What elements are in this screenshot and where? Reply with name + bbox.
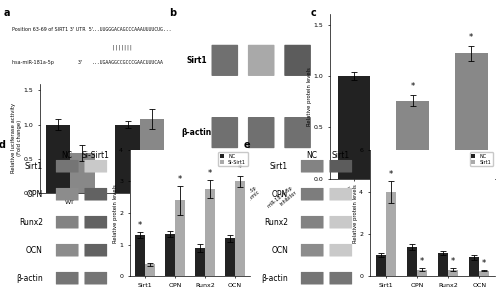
Text: *: * [138, 221, 142, 230]
Text: c: c [310, 8, 316, 18]
Bar [140, 119, 164, 193]
FancyBboxPatch shape [84, 216, 107, 228]
Bar [46, 124, 70, 193]
Text: *: * [410, 82, 414, 91]
Text: Si-Sirt1: Si-Sirt1 [82, 151, 110, 160]
Text: e: e [244, 140, 250, 150]
Text: NC: NC [62, 151, 72, 160]
Bar [455, 53, 488, 179]
Text: OCN: OCN [26, 246, 43, 255]
Bar [196, 248, 205, 276]
Text: *: * [208, 169, 212, 178]
FancyBboxPatch shape [56, 272, 78, 285]
Bar [376, 255, 386, 276]
Text: β-actin: β-actin [182, 128, 212, 137]
Bar [166, 234, 175, 276]
Bar [226, 238, 235, 276]
Text: β-actin: β-actin [261, 274, 288, 283]
Text: |||||||: ||||||| [92, 45, 132, 50]
Text: hsa-miR-181a-5p                3': hsa-miR-181a-5p 3' [12, 60, 82, 65]
Bar [448, 270, 458, 276]
FancyBboxPatch shape [301, 216, 324, 228]
FancyBboxPatch shape [330, 188, 352, 200]
Bar [175, 200, 184, 276]
Text: Sirt1: Sirt1 [25, 162, 43, 171]
Bar [438, 253, 448, 276]
Y-axis label: Relative protein levels: Relative protein levels [112, 184, 117, 242]
FancyBboxPatch shape [330, 244, 352, 257]
FancyBboxPatch shape [284, 45, 311, 76]
FancyBboxPatch shape [56, 188, 78, 200]
Legend: NC, Sirt1: NC, Sirt1 [470, 152, 492, 166]
FancyBboxPatch shape [284, 117, 311, 148]
Text: NC: NC [306, 151, 318, 160]
Text: OPN: OPN [27, 190, 43, 199]
Text: b: b [169, 8, 176, 18]
Text: Sirt1: Sirt1 [270, 162, 288, 171]
Bar [136, 235, 145, 276]
Text: OCN: OCN [271, 246, 288, 255]
Text: *: * [451, 257, 455, 266]
Text: NC: NC [216, 185, 225, 194]
Text: *: * [469, 33, 474, 42]
FancyBboxPatch shape [330, 272, 352, 285]
Text: β-actin: β-actin [16, 274, 43, 283]
Text: *: * [482, 259, 486, 268]
FancyBboxPatch shape [301, 160, 324, 173]
FancyBboxPatch shape [212, 45, 238, 76]
Bar [235, 181, 244, 276]
FancyBboxPatch shape [248, 45, 274, 76]
Bar [338, 76, 370, 179]
Text: Sirt1: Sirt1 [332, 151, 350, 160]
Text: OPN: OPN [272, 190, 288, 199]
Bar [205, 190, 214, 276]
Bar [145, 264, 154, 276]
Y-axis label: Relative luciferase activity
(Fold change): Relative luciferase activity (Fold chang… [11, 103, 22, 173]
Bar [470, 257, 480, 276]
FancyBboxPatch shape [301, 272, 324, 285]
Text: a: a [3, 8, 10, 18]
FancyBboxPatch shape [84, 188, 107, 200]
FancyBboxPatch shape [84, 160, 107, 173]
Text: *: * [388, 170, 393, 179]
Bar [70, 153, 94, 193]
Text: miR-181a-5p
inhibitor: miR-181a-5p inhibitor [266, 185, 298, 214]
FancyBboxPatch shape [330, 216, 352, 228]
Text: *: * [178, 175, 182, 184]
Y-axis label: Relative protein levels: Relative protein levels [352, 184, 358, 242]
FancyBboxPatch shape [301, 188, 324, 200]
Text: *: * [238, 164, 242, 173]
Text: ...UGAAGGCCGCCCGAACUUUCAA: ...UGAAGGCCGCCCGAACUUUCAA [92, 60, 164, 65]
Bar [417, 270, 427, 276]
FancyBboxPatch shape [84, 244, 107, 257]
Text: Sirt1: Sirt1 [186, 56, 207, 65]
FancyBboxPatch shape [301, 244, 324, 257]
Text: Runx2: Runx2 [19, 218, 43, 227]
FancyBboxPatch shape [84, 272, 107, 285]
FancyBboxPatch shape [330, 160, 352, 173]
FancyBboxPatch shape [212, 117, 238, 148]
Bar [386, 192, 396, 276]
FancyBboxPatch shape [56, 160, 78, 173]
Text: *: * [420, 257, 424, 266]
Text: ...UUGGGACAGCCCAAAUUUUCUG...: ...UUGGGACAGCCCAAAUUUUCUG... [92, 27, 172, 32]
FancyBboxPatch shape [56, 216, 78, 228]
Bar [396, 101, 428, 179]
FancyBboxPatch shape [248, 117, 274, 148]
Text: d: d [0, 140, 6, 150]
Bar [407, 247, 417, 276]
Text: Runx2: Runx2 [264, 218, 288, 227]
Legend: NC, Si-Sirt1: NC, Si-Sirt1 [218, 152, 248, 166]
Legend: miR-181a-5p mimic NC, miR-181a-5p mimic: miR-181a-5p mimic NC, miR-181a-5p mimic [72, 95, 138, 107]
Text: miR-181a-5p
mimic: miR-181a-5p mimic [230, 185, 261, 214]
Y-axis label: Relative protein levels: Relative protein levels [307, 67, 312, 126]
Text: Position 63-69 of SIRT1 3' UTR  5': Position 63-69 of SIRT1 3' UTR 5' [12, 27, 93, 32]
Bar [480, 270, 490, 276]
FancyBboxPatch shape [56, 244, 78, 257]
Text: NC: NC [210, 185, 217, 190]
Bar [116, 124, 140, 193]
